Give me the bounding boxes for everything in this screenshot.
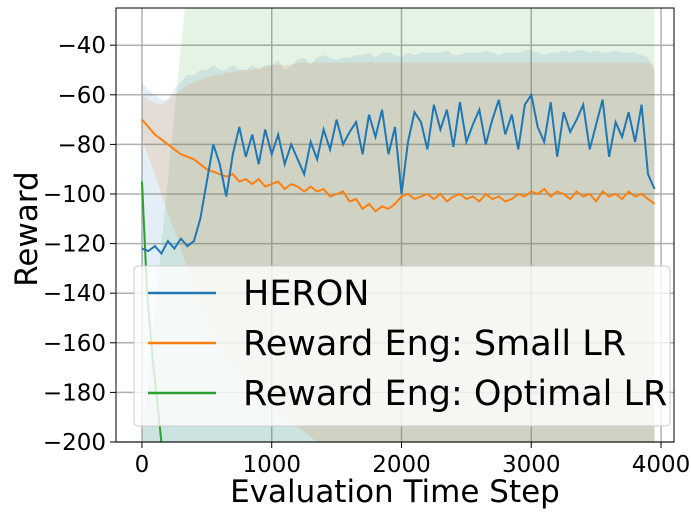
legend-box xyxy=(133,265,671,427)
legend: HERON Reward Eng: Small LR Reward Eng: Opt… xyxy=(133,265,671,427)
x-tick-label: 2000 xyxy=(372,452,431,478)
x-axis-ticks: 0 1000 2000 3000 4000 xyxy=(135,442,691,478)
x-tick-label: 4000 xyxy=(632,452,691,478)
y-tick-label: −140 xyxy=(43,281,106,307)
legend-label: Reward Eng: Optimal LR xyxy=(243,374,667,414)
y-axis-ticks: −200 −180 −160 −140 −120 −100 −80 −60 −40 xyxy=(43,33,116,456)
line-reward-eng-small-lr xyxy=(141,118,656,213)
y-tick-label: −160 xyxy=(43,331,106,357)
x-tick-label: 1000 xyxy=(242,452,301,478)
x-axis-label: Evaluation Time Step xyxy=(230,474,560,510)
legend-label: HERON xyxy=(243,274,369,314)
line-heron xyxy=(141,92,656,256)
plot-frame xyxy=(115,7,675,443)
y-tick-label: −120 xyxy=(43,232,106,258)
legend-label: Reward Eng: Small LR xyxy=(243,324,626,364)
y-tick-label: −40 xyxy=(57,33,106,59)
y-tick-label: −180 xyxy=(43,380,106,406)
y-tick-label: −100 xyxy=(43,182,106,208)
y-tick-label: −80 xyxy=(57,132,106,158)
y-axis-label: Reward xyxy=(9,171,45,286)
y-tick-label: −60 xyxy=(57,83,106,109)
x-tick-label: 3000 xyxy=(502,452,561,478)
x-tick-label: 0 xyxy=(135,452,150,478)
y-tick-label: −200 xyxy=(43,430,106,456)
